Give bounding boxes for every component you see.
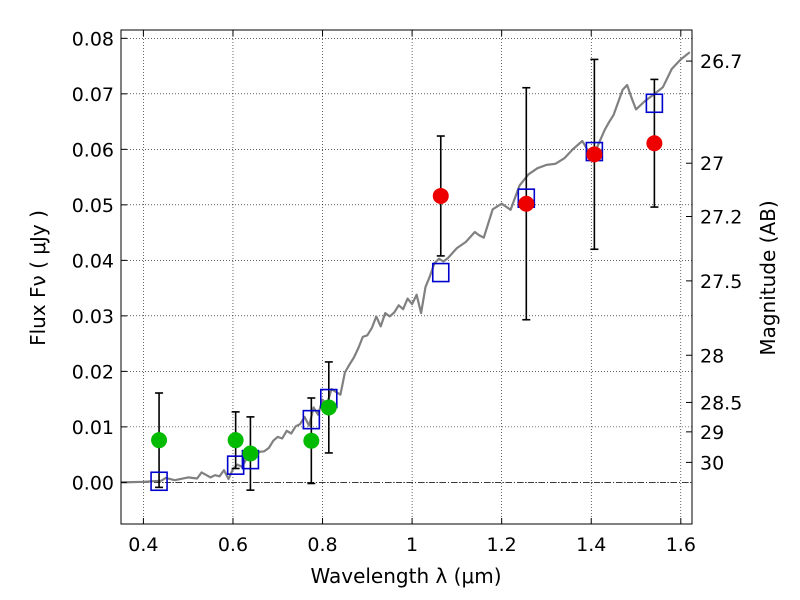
- red-data-point: [646, 135, 663, 152]
- y-tick-labels: 0.00 0.01 0.02 0.03 0.04 0.05 0.06 0.07 0.08: [72, 28, 114, 494]
- green-data-point: [227, 432, 244, 449]
- y-tick-label: 0.06: [72, 139, 114, 161]
- data-points: [150, 93, 664, 492]
- right-tick-label: 27.2: [700, 206, 742, 228]
- x-axis-label: Wavelength λ (μm): [310, 564, 501, 588]
- model-square-point: [226, 455, 245, 475]
- right-tick-label: 27.5: [700, 271, 742, 293]
- green-data-point: [320, 399, 337, 416]
- model-square-point: [431, 262, 450, 283]
- right-tick-label: 30: [700, 452, 724, 474]
- y-tick-label: 0.08: [72, 28, 114, 50]
- grid-lines: [121, 30, 692, 524]
- x-tick-labels: 0.4 0.6 0.8 1 1.2 1.4 1.6: [128, 534, 696, 556]
- red-data-point: [586, 146, 603, 163]
- right-tick-label: 26.7: [700, 51, 742, 73]
- x-tick-label: 1.6: [666, 534, 696, 556]
- model-sed-line: [120, 51, 691, 484]
- right-tick-label: 27: [700, 153, 724, 175]
- y-tick-label: 0.04: [72, 250, 114, 272]
- right-tick-label: 28: [700, 345, 724, 367]
- y-axis-right-label: Magnitude (AB): [756, 200, 780, 355]
- x-tick-label: 1: [406, 534, 418, 556]
- model-square-point: [645, 93, 664, 114]
- red-data-point: [432, 187, 449, 204]
- error-bars: [155, 58, 659, 491]
- model-square-point: [150, 471, 168, 492]
- green-data-point: [242, 445, 259, 462]
- green-data-point: [303, 432, 320, 449]
- model-curve: [120, 51, 691, 484]
- right-tick-labels: 26.7 27 27.2 27.5 28 28.5 29 30: [700, 51, 742, 474]
- axis-ticks: [121, 30, 692, 524]
- right-tick-label: 29: [700, 422, 724, 444]
- x-tick-label: 1.4: [576, 534, 606, 556]
- y-tick-label: 0.03: [72, 306, 114, 328]
- x-tick-label: 0.8: [307, 534, 337, 556]
- y-tick-label: 0.02: [72, 361, 114, 383]
- x-tick-label: 1.2: [487, 534, 517, 556]
- y-axis-label: Flux Fν ( μJy ): [26, 210, 50, 346]
- y-tick-label: 0.00: [72, 472, 114, 494]
- red-data-point: [518, 195, 535, 212]
- y-tick-label: 0.05: [72, 195, 114, 217]
- model-square-point: [302, 409, 321, 430]
- right-tick-label: 28.5: [700, 392, 742, 414]
- green-data-point: [151, 432, 168, 449]
- plot-frame: [120, 29, 693, 525]
- x-tick-label: 0.6: [218, 534, 248, 556]
- x-tick-label: 0.4: [128, 534, 158, 556]
- y-tick-label: 0.01: [72, 417, 114, 439]
- y-tick-label: 0.07: [72, 84, 114, 106]
